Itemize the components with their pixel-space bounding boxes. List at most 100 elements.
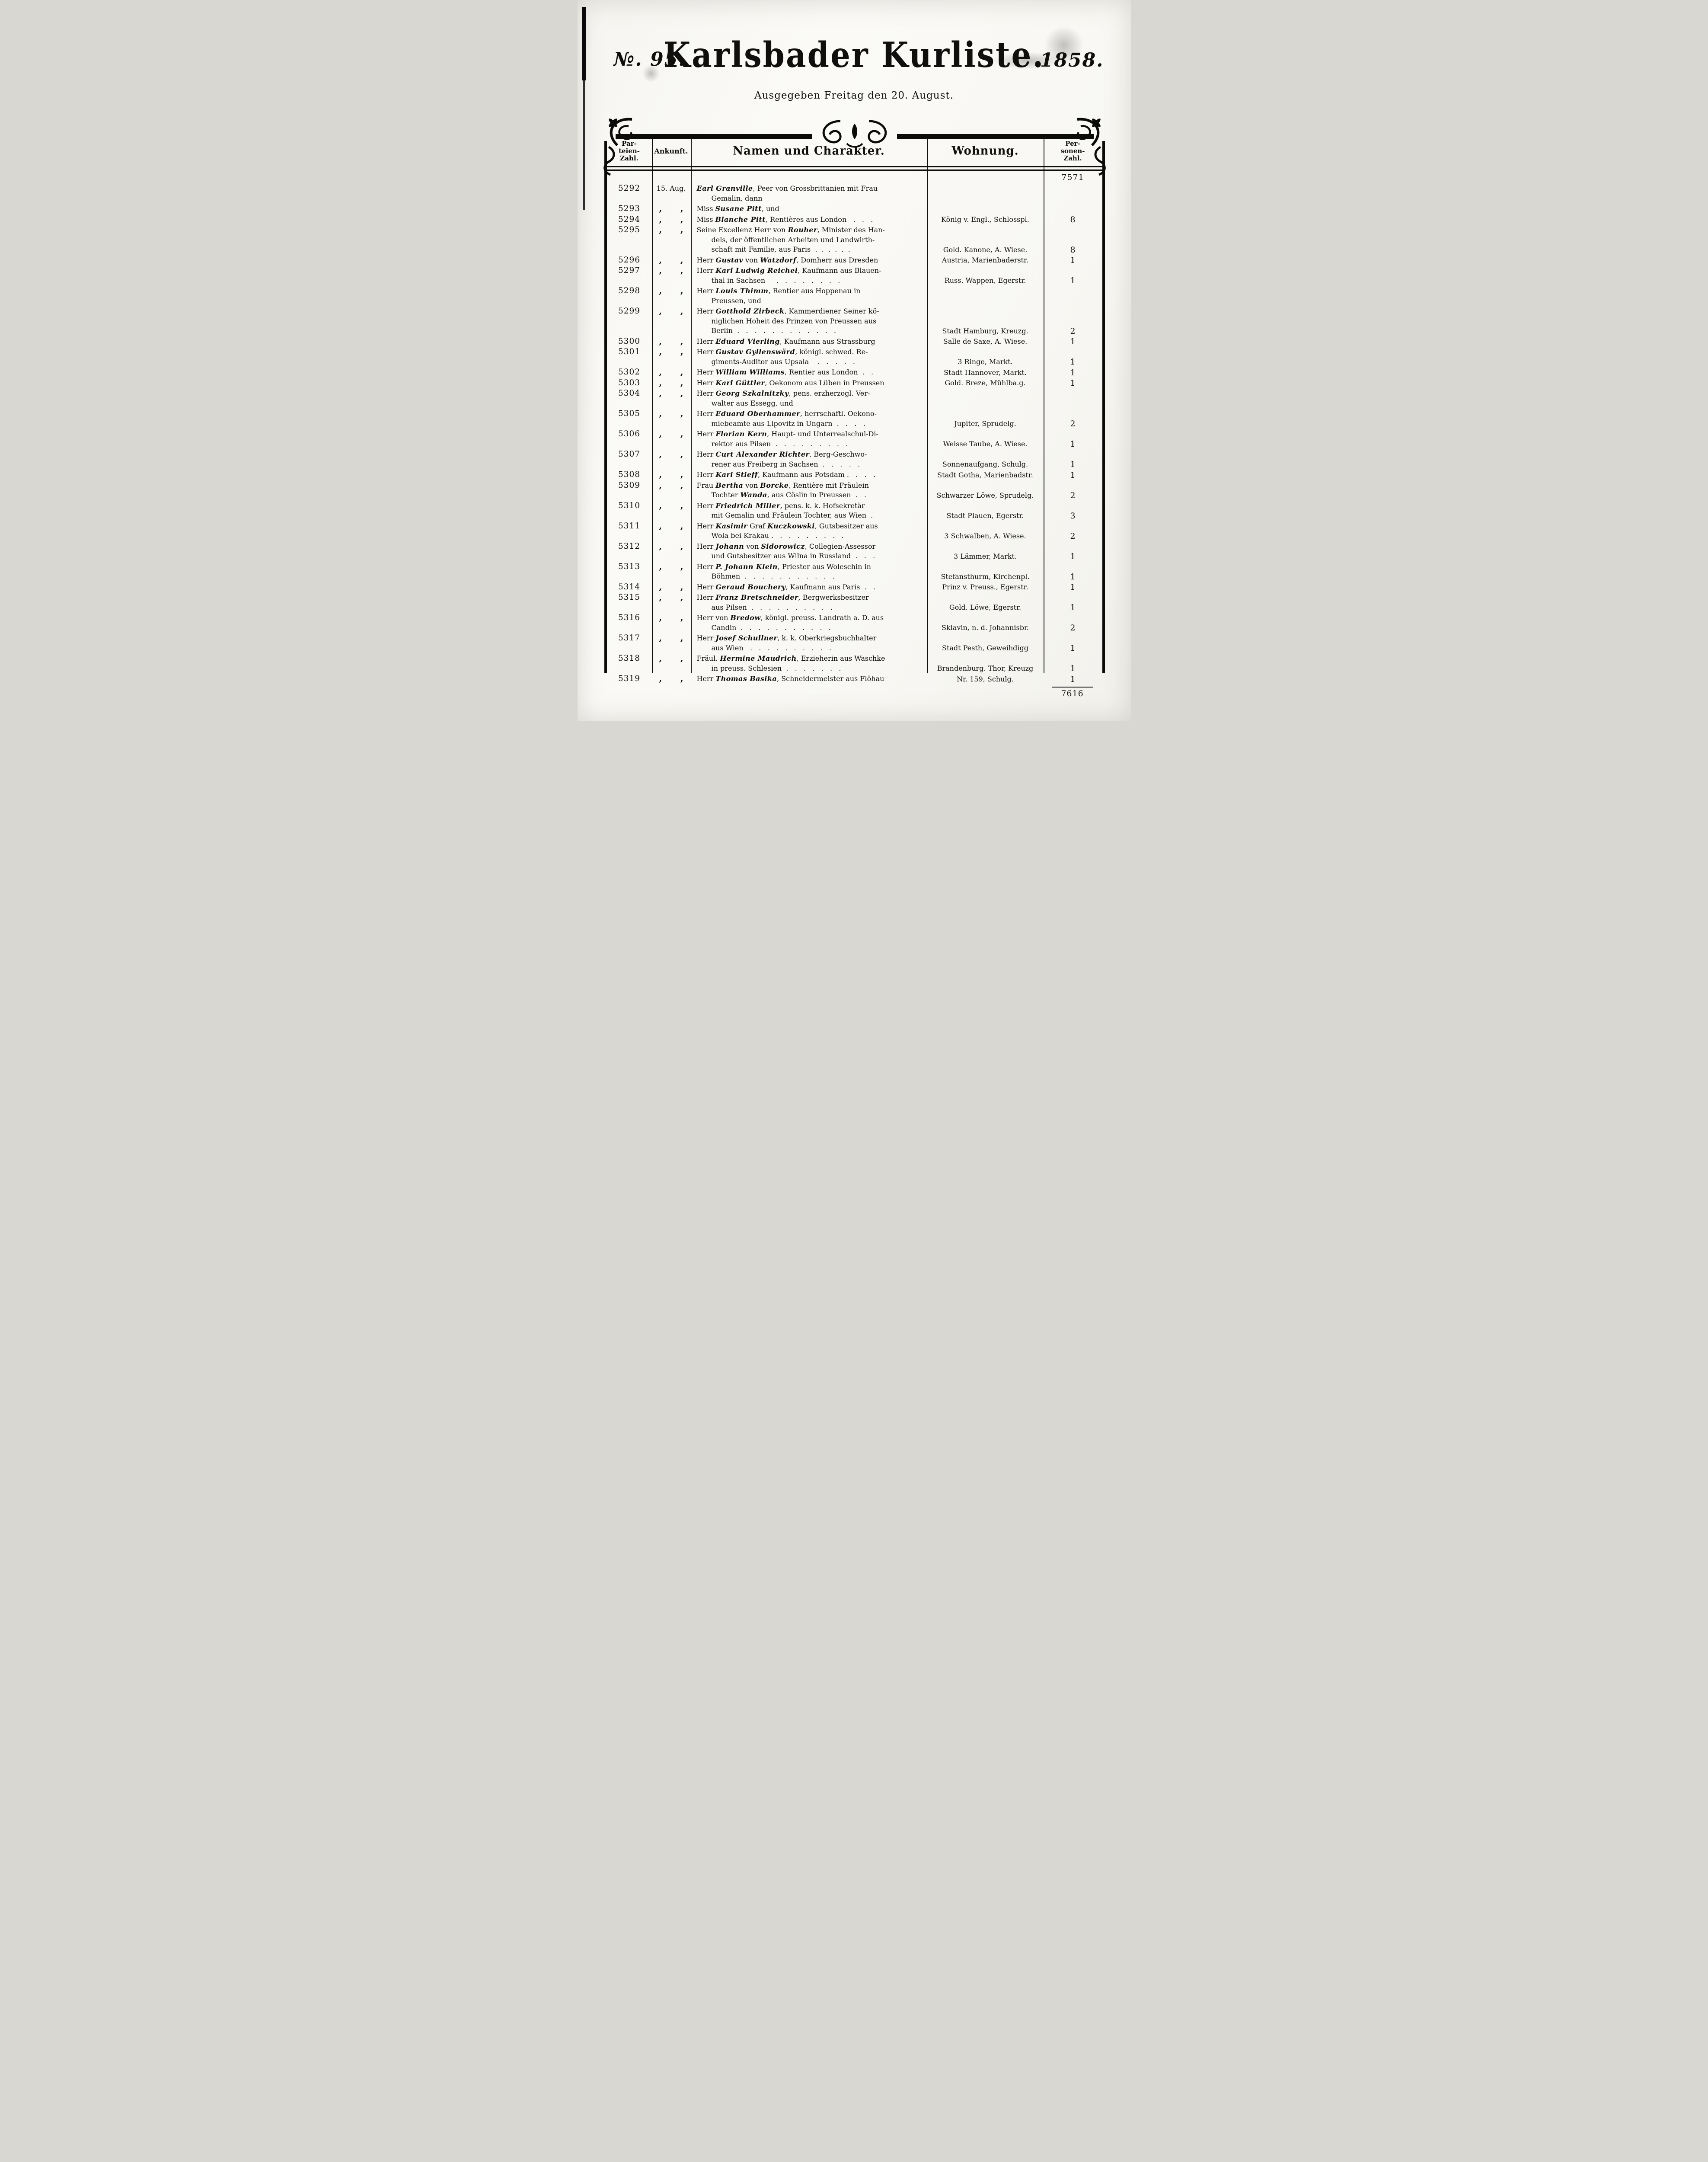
table-row: 5308,, Herr Karl Stieff, Kaufmann aus Pot… bbox=[607, 470, 1102, 480]
name-and-character: Herr von Bredow, königl. preuss. Landrat… bbox=[696, 614, 884, 632]
arrival-date: ,, bbox=[652, 542, 691, 561]
guest-name: Gustav bbox=[715, 256, 744, 264]
party-number: 5299 bbox=[618, 307, 641, 316]
name-and-character: Herr P. Johann Klein, Priester aus Woles… bbox=[696, 562, 871, 581]
table-row: 5306,, Herr Florian Kern, Haupt- und Unte… bbox=[607, 429, 1102, 449]
table-row: 5305,, Herr Eduard Oberhammer, herrschaft… bbox=[607, 409, 1102, 429]
name-and-character: Frau Bertha von Borcke, Rentière mit Frä… bbox=[696, 481, 869, 499]
person-count: 1 bbox=[1070, 368, 1076, 377]
party-number: 5313 bbox=[618, 562, 641, 571]
lodging: Sklavin, n. d. Johannisbr. bbox=[942, 624, 1029, 632]
lodging: Gold. Kanone, A. Wiese. bbox=[943, 245, 1028, 254]
scan-artifact bbox=[583, 80, 585, 210]
person-count: 2 bbox=[1070, 490, 1076, 500]
person-count: 1 bbox=[1070, 664, 1076, 673]
lodging: Gold. Löwe, Egerstr. bbox=[949, 603, 1022, 611]
ditto-marks: ,, bbox=[659, 336, 683, 346]
ditto-marks: ,, bbox=[659, 307, 683, 316]
frame-left-rule bbox=[604, 141, 607, 673]
name-and-character: Herr William Williams, Rentier aus Londo… bbox=[696, 368, 874, 376]
guest-name: Wanda bbox=[740, 491, 767, 499]
name-and-character: Miss Blanche Pitt, Rentières aus London … bbox=[696, 215, 873, 224]
guest-name: Josef Schullner bbox=[715, 634, 778, 642]
party-number: 5316 bbox=[618, 613, 641, 622]
lodging: Gold. Breze, Mühlba.g. bbox=[945, 379, 1026, 387]
name-and-character: Earl Granville, Peer von Grossbrittanien… bbox=[696, 184, 878, 202]
person-count: 2 bbox=[1070, 326, 1076, 336]
arrival-date: ,, bbox=[652, 593, 691, 612]
table-row: 5301,, Herr Gustav Gyllenswärd, königl. s… bbox=[607, 347, 1102, 367]
guest-name: Hermine Maudrich bbox=[720, 654, 797, 662]
arrival-date: ,, bbox=[652, 409, 691, 429]
arrival-date: ,, bbox=[652, 481, 691, 500]
year-label: 1858. bbox=[1040, 49, 1104, 71]
lodging: 3 Schwalben, A. Wiese. bbox=[944, 531, 1026, 540]
person-count: 1 bbox=[1070, 337, 1076, 346]
column-rule bbox=[690, 138, 692, 673]
guest-name: Louis Thimm bbox=[715, 287, 769, 295]
ditto-marks: ,, bbox=[659, 389, 683, 398]
party-number: 5295 bbox=[618, 225, 641, 234]
lodging: Brandenburg. Thor, Kreuzg bbox=[937, 664, 1034, 672]
guest-name: Rouher bbox=[788, 226, 817, 234]
table-row: 5297,, Herr Karl Ludwig Reichel, Kaufmann… bbox=[607, 266, 1102, 285]
guest-name: Earl Granville bbox=[696, 184, 753, 192]
arrival-date: 15. Aug. bbox=[656, 184, 686, 192]
name-and-character: Herr Johann von Sidorowicz, Collegien-As… bbox=[696, 542, 876, 560]
arrival-date: ,, bbox=[652, 674, 691, 684]
party-number: 5312 bbox=[618, 541, 641, 551]
lodging: Nr. 159, Schulg. bbox=[957, 675, 1014, 683]
arrival-date: ,, bbox=[652, 337, 691, 347]
arrival-date: ,, bbox=[652, 368, 691, 377]
ditto-marks: ,, bbox=[659, 286, 683, 296]
table-row: 5294,, Miss Blanche Pitt, Rentières aus L… bbox=[607, 215, 1102, 225]
party-number: 5297 bbox=[618, 266, 641, 275]
name-and-character: Herr Karl Ludwig Reichel, Kaufmann aus B… bbox=[696, 266, 881, 285]
page-title: Karlsbader Kurliste. bbox=[663, 34, 1045, 76]
table-row: 5317,, Herr Josef Schullner, k. k. Oberkr… bbox=[607, 633, 1102, 653]
party-number: 5303 bbox=[618, 378, 641, 387]
person-count bbox=[1044, 286, 1102, 306]
arrival-date: ,, bbox=[652, 204, 691, 214]
party-number: 5306 bbox=[618, 429, 641, 438]
name-and-character: Herr Eduard Vierling, Kaufmann aus Stras… bbox=[696, 337, 875, 345]
lodging: Weisse Taube, A. Wiese. bbox=[943, 440, 1028, 448]
name-and-character: Herr Louis Thimm, Rentier aus Hoppenau i… bbox=[696, 287, 861, 305]
lodging: Salle de Saxe, A. Wiese. bbox=[943, 337, 1028, 345]
person-count bbox=[1044, 389, 1102, 408]
lodging: Schwarzer Löwe, Sprudelg. bbox=[936, 491, 1034, 499]
name-and-character: Miss Susane Pitt, und bbox=[696, 205, 779, 213]
lodging: Stadt Gotha, Marienbadstr. bbox=[937, 470, 1033, 479]
table-row: 5304,, Herr Georg Szkalnitzky, pens. erzh… bbox=[607, 389, 1102, 408]
party-number: 5308 bbox=[618, 470, 641, 479]
guest-name: Karl Güttler bbox=[715, 378, 765, 387]
name-and-character: Herr Gustav von Watzdorf, Domherr aus Dr… bbox=[696, 256, 878, 264]
header-label-line: Per- bbox=[1065, 139, 1080, 147]
arrival-date: ,, bbox=[652, 429, 691, 449]
issue-number: №. 95. bbox=[613, 48, 686, 70]
name-and-character: Herr Thomas Basika, Schneidermeister aus… bbox=[696, 675, 884, 683]
guest-name: William Williams bbox=[715, 368, 785, 376]
person-count: 1 bbox=[1070, 460, 1076, 469]
lodging bbox=[927, 184, 1044, 203]
table-row: 5314,, Herr Geraud Bouchery, Kaufmann aus… bbox=[607, 582, 1102, 592]
header-label-line: sonen- bbox=[1060, 147, 1085, 155]
party-number: 5296 bbox=[618, 255, 641, 265]
ditto-marks: ,, bbox=[659, 368, 683, 377]
guest-name: Blanche Pitt bbox=[715, 215, 766, 224]
person-count: 1 bbox=[1070, 276, 1076, 285]
person-count: 1 bbox=[1070, 357, 1076, 367]
person-count: 8 bbox=[1070, 215, 1076, 224]
ditto-marks: ,, bbox=[659, 521, 683, 531]
ditto-marks: ,, bbox=[659, 541, 683, 551]
lodging: Prinz v. Preuss., Egerstr. bbox=[942, 583, 1028, 591]
person-count: 1 bbox=[1070, 378, 1076, 388]
header-parteien-zahl: Par-teien- Zahl. bbox=[607, 138, 652, 164]
column-rule bbox=[651, 138, 653, 673]
arrival-date: ,, bbox=[652, 501, 691, 521]
guest-name: Eduard Oberhammer bbox=[715, 409, 800, 418]
name-and-character: Fräul. Hermine Maudrich, Erzieherin aus … bbox=[696, 654, 885, 672]
party-number: 5315 bbox=[618, 593, 641, 602]
party-number: 5302 bbox=[618, 368, 641, 377]
guest-name: Susane Pitt bbox=[715, 205, 762, 213]
